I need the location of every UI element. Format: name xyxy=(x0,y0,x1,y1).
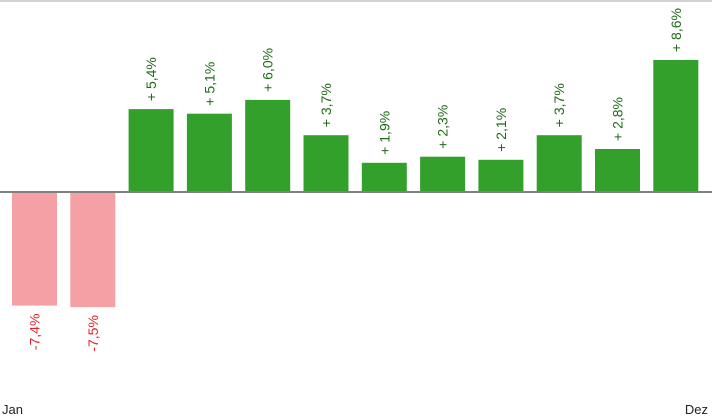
bar-9 xyxy=(478,159,524,192)
bar-value-label-9: + 2,1% xyxy=(493,108,509,152)
bar-value-label-2: -7,5% xyxy=(85,315,101,352)
bar-value-label-11: + 2,8% xyxy=(610,97,626,141)
bar-value-label-12: + 8,6% xyxy=(668,8,684,52)
bar-4 xyxy=(186,113,232,192)
bar-value-label-8: + 2,3% xyxy=(435,105,451,149)
bar-8 xyxy=(420,156,466,192)
bar-value-label-3: + 5,4% xyxy=(143,57,159,101)
category-label-12: Dez xyxy=(685,402,708,416)
bar-10 xyxy=(536,135,582,192)
bar-value-label-4: + 5,1% xyxy=(201,62,217,106)
bar-5 xyxy=(245,99,291,192)
bar-7 xyxy=(361,162,407,192)
bar-2 xyxy=(70,192,116,308)
bars-group xyxy=(12,60,699,308)
bar-12 xyxy=(653,60,699,192)
bar-value-label-6: + 3,7% xyxy=(318,83,334,127)
bar-6 xyxy=(303,135,349,192)
category-label-1: Jan xyxy=(2,402,23,416)
bar-value-label-1: -7,4% xyxy=(27,314,43,351)
bar-11 xyxy=(595,149,640,192)
bar-value-label-5: + 6,0% xyxy=(260,48,276,92)
bar-labels-group: -7,4% -7,5% + 5,4% + 5,1% + 6,0% + 3,7% + 1,9%… xyxy=(27,8,684,352)
bar-value-label-10: + 3,7% xyxy=(551,83,567,127)
bar-1 xyxy=(12,192,57,306)
bar-3 xyxy=(128,109,174,192)
bar-value-label-7: + 1,9% xyxy=(376,111,392,155)
category-labels-group: Jan Dez xyxy=(2,402,708,416)
